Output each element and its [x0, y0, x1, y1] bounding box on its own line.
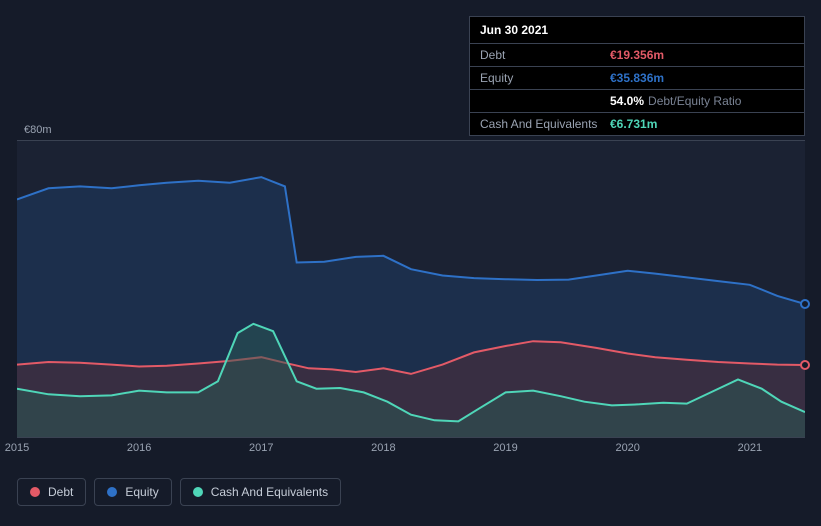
tooltip-row-label: Equity [480, 71, 610, 85]
tooltip-row-label [480, 94, 610, 108]
legend-item-cash-and-equivalents[interactable]: Cash And Equivalents [180, 478, 341, 506]
x-tick-2021: 2021 [738, 442, 762, 454]
x-tick-2020: 2020 [615, 442, 639, 454]
legend-item-equity[interactable]: Equity [94, 478, 171, 506]
tooltip-row: 54.0% Debt/Equity Ratio [470, 90, 804, 113]
chart-baseline [17, 437, 805, 438]
tooltip-row: Debt€19.356m [470, 44, 804, 67]
tooltip-row-label: Debt [480, 48, 610, 62]
tooltip-date: Jun 30 2021 [470, 17, 804, 44]
x-tick-2019: 2019 [493, 442, 517, 454]
x-tick-2015: 2015 [5, 442, 29, 454]
tooltip-row-label: Cash And Equivalents [480, 117, 610, 131]
legend: Debt Equity Cash And Equivalents [17, 478, 341, 506]
tooltip-row: Cash And Equivalents€6.731m [470, 113, 804, 135]
legend-item-debt[interactable]: Debt [17, 478, 86, 506]
end-marker-debt [800, 360, 810, 370]
legend-dot-icon [30, 487, 40, 497]
legend-dot-icon [107, 487, 117, 497]
legend-label: Equity [125, 485, 158, 499]
x-tick-2017: 2017 [249, 442, 273, 454]
tooltip-row: Equity€35.836m [470, 67, 804, 90]
x-tick-2018: 2018 [371, 442, 395, 454]
x-tick-2016: 2016 [127, 442, 151, 454]
tooltip-row-suffix: Debt/Equity Ratio [648, 94, 741, 108]
chart-svg[interactable] [17, 140, 805, 437]
tooltip-row-value: €6.731m [610, 117, 657, 131]
tooltip-row-value: €35.836m [610, 71, 664, 85]
end-marker-equity [800, 299, 810, 309]
tooltip-panel: Jun 30 2021 Debt€19.356mEquity€35.836m54… [469, 16, 805, 136]
y-axis-label-max: €80m [24, 124, 52, 136]
tooltip-row-value: €19.356m [610, 48, 664, 62]
legend-dot-icon [193, 487, 203, 497]
legend-label: Cash And Equivalents [211, 485, 328, 499]
tooltip-row-value: 54.0% [610, 94, 644, 108]
legend-label: Debt [48, 485, 73, 499]
